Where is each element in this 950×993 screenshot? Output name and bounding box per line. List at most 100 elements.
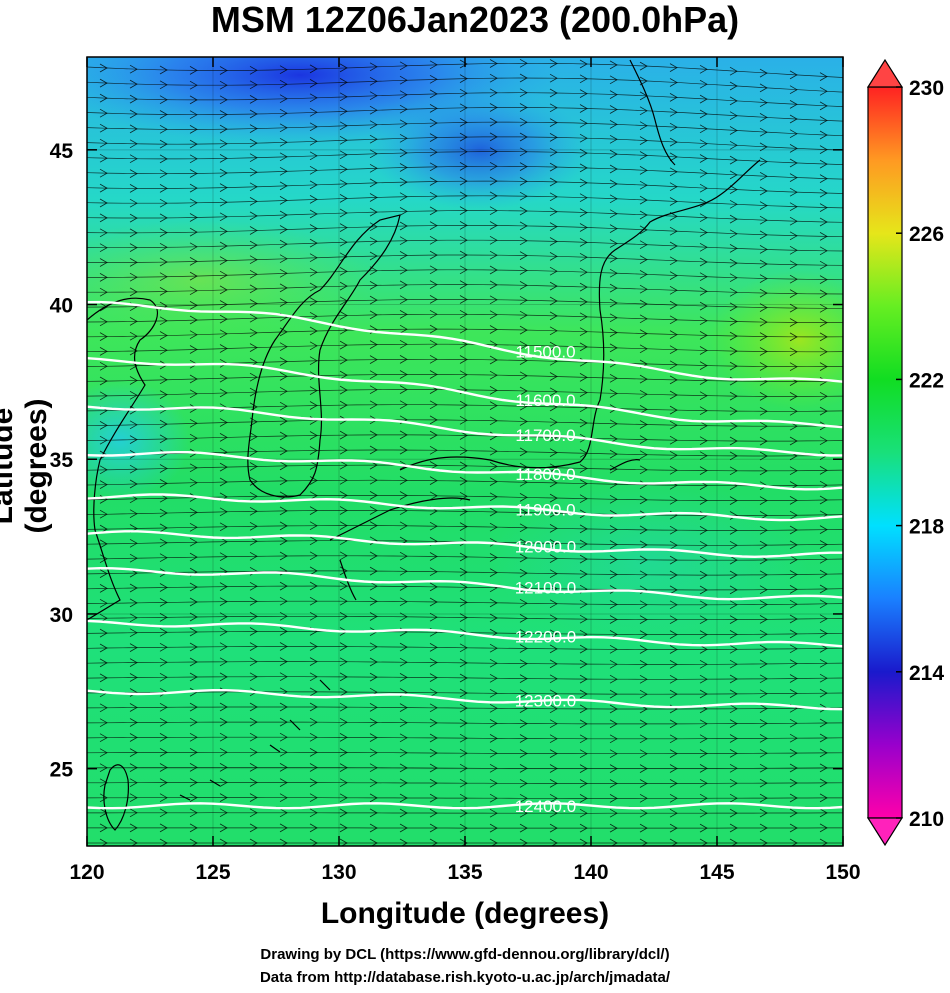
wind-arrow [339,223,348,232]
wind-arrow [249,197,258,206]
wind-arrow [669,315,678,325]
wind-arrow [639,255,648,264]
wind-arrow [279,596,288,606]
wind-arrow [279,611,288,621]
wind-arrow [759,451,768,461]
wind-arrow [99,258,108,267]
wind-arrow [339,385,348,395]
wind-arrow [489,598,498,608]
wind-arrow [279,657,288,666]
wind-arrow [159,763,168,772]
wind-arrow [99,287,108,297]
wind-arrow [189,433,198,443]
streamline [87,269,843,281]
wind-arrow [129,718,138,727]
wind-arrow [639,555,648,565]
colorbar-tick-label: 222 [909,369,944,392]
wind-arrow [789,114,798,124]
wind-arrow [159,345,168,355]
wind-arrow [699,689,708,699]
wind-arrow [159,823,168,833]
wind-arrow [399,612,408,622]
wind-arrow [789,158,798,168]
wind-arrow [219,314,228,324]
wind-arrow [99,435,108,445]
wind-arrow [819,130,828,140]
wind-arrow [339,400,348,410]
wind-arrow [609,764,618,773]
wind-arrow [819,159,828,169]
wind-arrow [459,355,468,364]
wind-arrow [339,340,348,350]
wind-arrow [249,343,258,352]
wind-arrow [489,355,498,365]
wind-arrow [279,823,288,833]
wind-arrow [669,167,678,177]
wind-arrow [279,747,288,757]
wind-arrow [399,642,408,652]
wind-arrow [429,324,438,334]
wind-arrow [789,274,798,284]
wind-arrow [699,659,708,669]
wind-arrow [669,93,678,102]
wind-arrow [759,98,768,108]
wind-arrow [429,221,438,230]
wind-arrow [519,310,528,320]
wind-arrow [279,386,288,396]
wind-arrow [129,64,138,74]
wind-arrow [429,430,438,440]
wind-arrow [729,704,738,714]
wind-arrow [789,496,798,505]
wind-arrow [429,748,438,758]
wind-arrow [249,138,258,148]
wind-arrow [279,461,288,471]
wind-arrow [519,734,528,743]
wind-arrow [129,198,138,208]
wind-arrow [399,265,408,275]
wind-arrow [549,764,558,773]
wind-arrow [159,672,168,682]
wind-arrow [279,702,288,712]
wind-arrow [189,672,198,682]
wind-arrow [699,793,708,803]
wind-arrow [609,194,618,204]
wind-arrow [369,808,378,818]
wind-arrow [699,64,708,74]
wind-arrow [549,192,558,202]
streamline [87,751,843,755]
wind-arrow [159,154,168,164]
wind-arrow [339,702,348,712]
wind-arrow [159,95,168,105]
wind-arrow [369,251,378,261]
wind-arrow [519,401,528,411]
wind-arrow [309,687,318,697]
wind-arrow [249,763,258,772]
wind-arrow [279,672,288,682]
contour-line [87,689,843,711]
wind-arrow [369,310,378,320]
wind-arrow [699,496,708,505]
wind-arrow [159,316,168,326]
wind-arrow [609,794,618,803]
wind-arrow [609,60,618,70]
wind-arrow [309,93,318,103]
wind-arrow [369,642,378,652]
wind-arrow [729,140,738,150]
streamline [87,92,843,107]
wind-arrow [279,79,288,89]
wind-arrow [339,150,348,160]
wind-arrow [639,166,648,175]
wind-arrow [759,421,768,431]
wind-arrow [459,476,468,486]
wind-arrow [339,430,348,440]
wind-arrow [669,660,678,669]
wind-arrow [519,477,528,487]
wind-arrow [189,227,198,237]
wind-arrow [279,225,288,234]
wind-arrow [669,256,678,266]
wind-arrow [669,450,678,460]
wind-arrow [729,81,738,91]
wind-arrow [519,417,528,426]
wind-arrow [189,627,198,637]
wind-arrow [399,718,408,728]
